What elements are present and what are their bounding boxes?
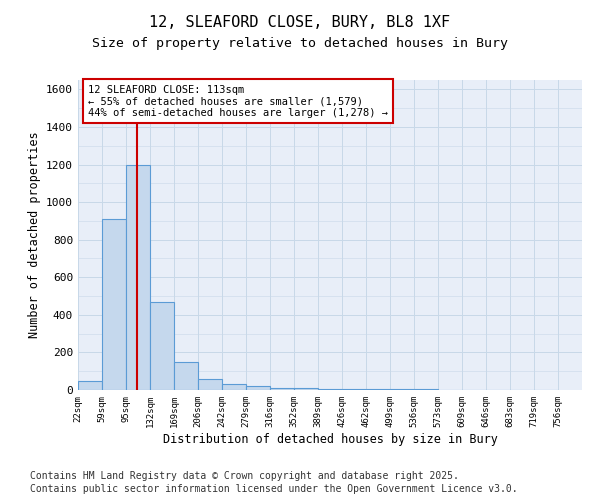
Text: 12 SLEAFORD CLOSE: 113sqm
← 55% of detached houses are smaller (1,579)
44% of se: 12 SLEAFORD CLOSE: 113sqm ← 55% of detac… [88,84,388,118]
Bar [318,389,342,390]
Bar [342,389,366,390]
Bar [78,380,102,390]
Bar [246,386,270,390]
Text: Contains public sector information licensed under the Open Government Licence v3: Contains public sector information licen… [30,484,518,494]
Y-axis label: Number of detached properties: Number of detached properties [28,132,41,338]
Bar [126,164,150,390]
Bar [174,362,198,390]
Bar [222,384,246,390]
Bar [102,219,127,390]
Bar [270,388,295,390]
Text: 12, SLEAFORD CLOSE, BURY, BL8 1XF: 12, SLEAFORD CLOSE, BURY, BL8 1XF [149,15,451,30]
Bar [198,378,223,390]
Text: Size of property relative to detached houses in Bury: Size of property relative to detached ho… [92,38,508,51]
Text: Contains HM Land Registry data © Crown copyright and database right 2025.: Contains HM Land Registry data © Crown c… [30,471,459,481]
Bar [294,388,318,390]
Bar [150,302,174,390]
X-axis label: Distribution of detached houses by size in Bury: Distribution of detached houses by size … [163,432,497,446]
